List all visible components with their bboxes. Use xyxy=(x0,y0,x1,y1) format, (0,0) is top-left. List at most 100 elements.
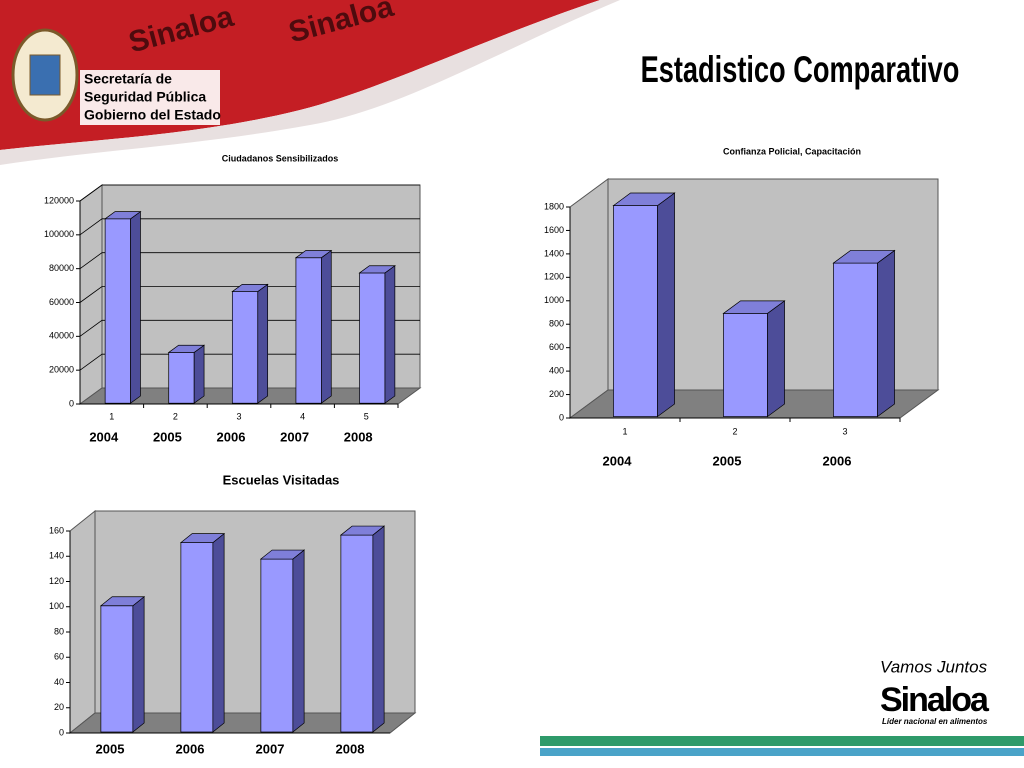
y-tick-label: 0 xyxy=(559,412,564,422)
bar-side xyxy=(130,210,141,404)
bar xyxy=(231,291,259,404)
year-label: 2006 xyxy=(217,429,246,444)
chart-title: Ciudadanos Sensibilizados xyxy=(222,153,339,163)
side-wall xyxy=(69,509,96,735)
x-tick-label: 2008 xyxy=(336,741,365,756)
bar xyxy=(359,272,386,404)
y-tick-label: 0 xyxy=(69,398,74,408)
bar xyxy=(723,313,768,417)
bar xyxy=(100,605,134,733)
y-tick-label: 60 xyxy=(54,652,64,662)
bar-top xyxy=(179,533,226,543)
bar xyxy=(180,542,214,733)
bar-side xyxy=(767,300,785,418)
y-tick-label: 1800 xyxy=(544,201,564,211)
logo-tagline: Líder nacional en alimentos xyxy=(882,717,988,726)
year-label: 2005 xyxy=(153,429,182,444)
x-tick-label: 3 xyxy=(236,411,241,421)
org-line: Gobierno del Estado xyxy=(84,107,221,123)
bar xyxy=(295,257,322,404)
year-label: 2004 xyxy=(603,453,633,468)
y-tick-label: 400 xyxy=(549,365,564,375)
x-tick-label: 2005 xyxy=(96,741,125,756)
bar-side xyxy=(193,344,205,404)
bar-top xyxy=(167,344,206,353)
bar-side xyxy=(657,192,675,418)
x-tick-label: 2 xyxy=(173,411,178,421)
bar-top xyxy=(612,192,676,206)
y-tick-label: 20 xyxy=(54,702,64,712)
footer-stripe xyxy=(540,748,1024,756)
y-tick-label: 800 xyxy=(549,319,564,329)
bar-side xyxy=(257,283,269,404)
logo-name: Sinaloa xyxy=(880,681,990,719)
y-tick-label: 140 xyxy=(49,551,64,561)
y-tick-label: 40000 xyxy=(49,331,74,341)
bar-side xyxy=(321,249,332,404)
bar xyxy=(833,262,878,417)
bar-top xyxy=(104,211,142,220)
chart-title: Escuelas Visitadas xyxy=(223,472,340,487)
y-tick-label: 600 xyxy=(549,342,564,352)
bar-side xyxy=(292,549,305,733)
grid-line xyxy=(79,184,420,202)
x-tick-label: 2006 xyxy=(176,741,205,756)
x-tick-label: 1 xyxy=(109,411,114,421)
logo-slogan: Vamos Juntos xyxy=(880,657,988,676)
header-swoosh-shadow xyxy=(0,0,620,165)
bar-top xyxy=(259,549,306,560)
bar-top xyxy=(231,284,269,292)
bar-top xyxy=(339,525,386,536)
x-tick-label: 2007 xyxy=(256,741,285,756)
x-tick-label: 4 xyxy=(300,411,305,421)
year-label: 2005 xyxy=(713,453,742,468)
bar xyxy=(260,558,294,733)
y-tick-label: 1600 xyxy=(544,225,564,235)
org-line: Secretaría de xyxy=(84,71,172,87)
year-label: 2008 xyxy=(344,429,373,444)
bar-side xyxy=(372,525,385,733)
coat-of-arms-shield xyxy=(29,54,61,96)
y-tick-label: 80 xyxy=(54,626,64,636)
bar-side xyxy=(212,532,225,733)
page-title: Estadistico Comparativo xyxy=(641,48,960,90)
y-tick-label: 40 xyxy=(54,677,64,687)
y-tick-label: 1200 xyxy=(544,272,564,282)
bar-top xyxy=(832,250,896,264)
org-box xyxy=(80,70,220,125)
year-label: 2004 xyxy=(89,429,119,444)
grid-line xyxy=(79,218,420,236)
x-tick-label: 1 xyxy=(622,426,627,436)
y-tick-label: 120000 xyxy=(44,195,74,205)
x-tick-label: 5 xyxy=(364,411,369,421)
bar-side xyxy=(384,265,396,404)
y-tick-label: 200 xyxy=(549,389,564,399)
y-tick-label: 80000 xyxy=(49,263,74,273)
x-tick-label: 3 xyxy=(842,426,847,436)
bar-top xyxy=(358,265,396,274)
bar xyxy=(613,205,658,417)
side-wall xyxy=(569,178,609,419)
charts: Ciudadanos Sensibilizados 0 20000 40000 600 0… xyxy=(44,146,940,756)
org-line: Seguridad Pública xyxy=(84,89,206,105)
footer-stripe xyxy=(540,736,1024,746)
bar xyxy=(104,218,131,404)
bar-top xyxy=(722,300,786,314)
bar-side xyxy=(132,596,145,733)
bar-top xyxy=(99,596,146,607)
year-label: 2007 xyxy=(280,429,309,444)
chart-title: Confianza Policial, Capacitación xyxy=(723,146,861,156)
y-tick-label: 20000 xyxy=(49,365,74,375)
bar xyxy=(340,534,374,733)
y-tick-label: 100000 xyxy=(44,229,74,239)
bar xyxy=(168,352,195,404)
y-tick-label: 1400 xyxy=(544,248,564,258)
y-tick-label: 160 xyxy=(49,525,64,535)
bar-side xyxy=(877,249,895,418)
year-label: 2006 xyxy=(823,453,852,468)
y-tick-label: 1000 xyxy=(544,295,564,305)
bar-top xyxy=(294,250,333,259)
y-tick-label: 100 xyxy=(49,601,64,611)
y-tick-label: 120 xyxy=(49,576,64,586)
